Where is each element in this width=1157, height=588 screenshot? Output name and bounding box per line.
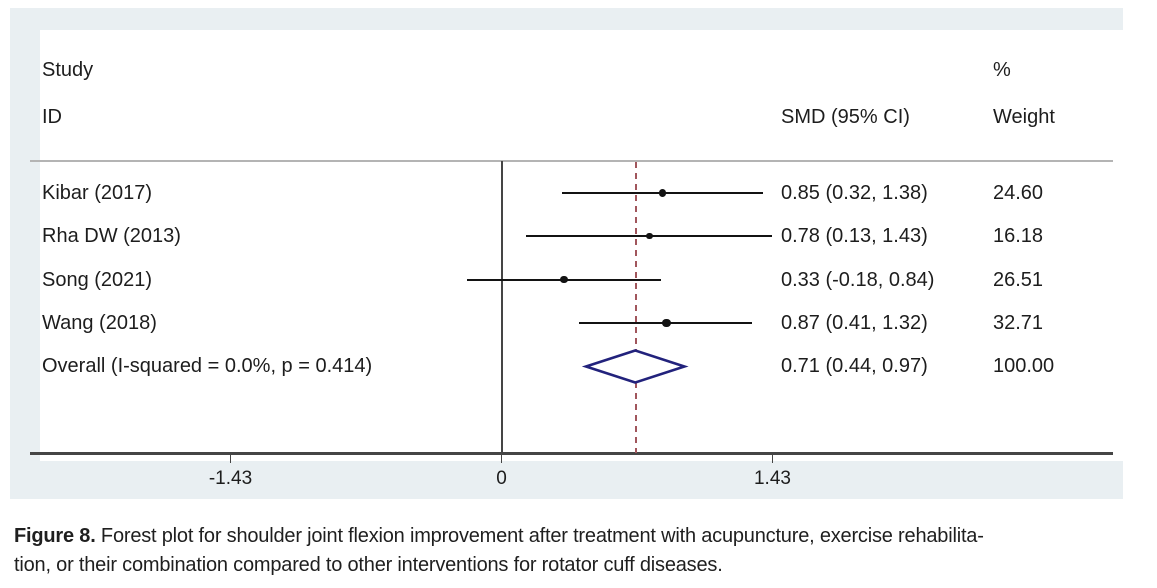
header-separator-line (30, 160, 1113, 162)
column-header-effect: SMD (95% CI) (781, 106, 910, 128)
forest-plot-figure (10, 8, 1123, 499)
caption-line-1: Figure 8. Forest plot for shoulder joint… (14, 522, 1145, 551)
figure-number-label: Figure 8. (14, 525, 96, 547)
column-header-id: ID (42, 106, 62, 128)
column-header-weight: Weight (993, 106, 1055, 128)
x-axis-line (30, 452, 1113, 455)
column-header-study: Study (42, 59, 94, 81)
column-header-percent: % (993, 59, 1011, 81)
plot-area (40, 30, 1123, 461)
caption-text-line1: Forest plot for shoulder joint flexion i… (100, 525, 984, 547)
figure-caption: Figure 8. Forest plot for shoulder joint… (14, 522, 1145, 580)
caption-text-line2: tion, or their combination compared to o… (14, 554, 723, 576)
